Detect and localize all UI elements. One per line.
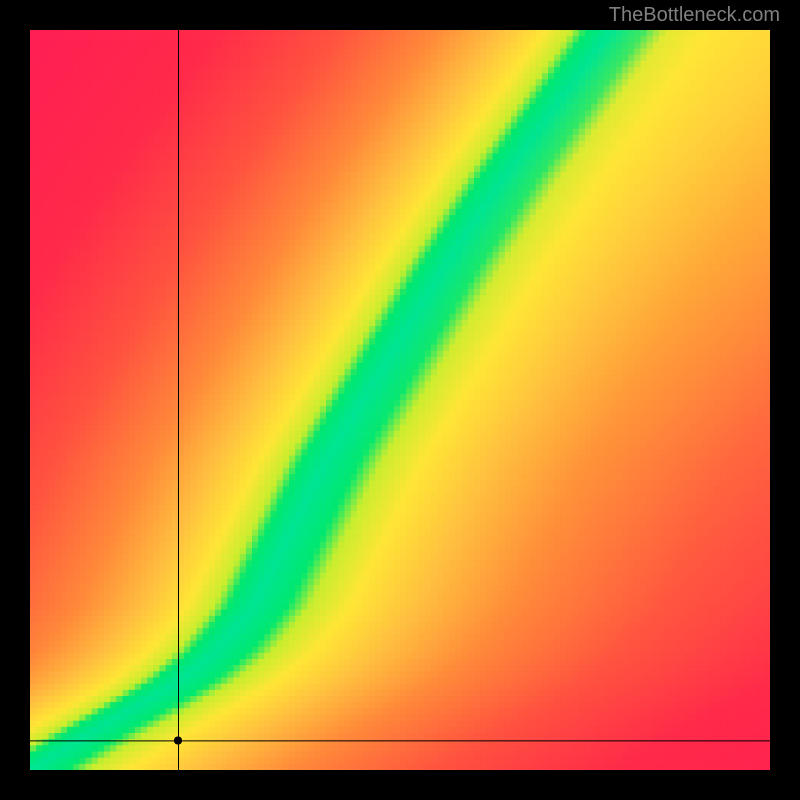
watermark-text: TheBottleneck.com — [609, 4, 780, 27]
heatmap-canvas — [30, 30, 770, 770]
heatmap-chart — [30, 30, 770, 770]
